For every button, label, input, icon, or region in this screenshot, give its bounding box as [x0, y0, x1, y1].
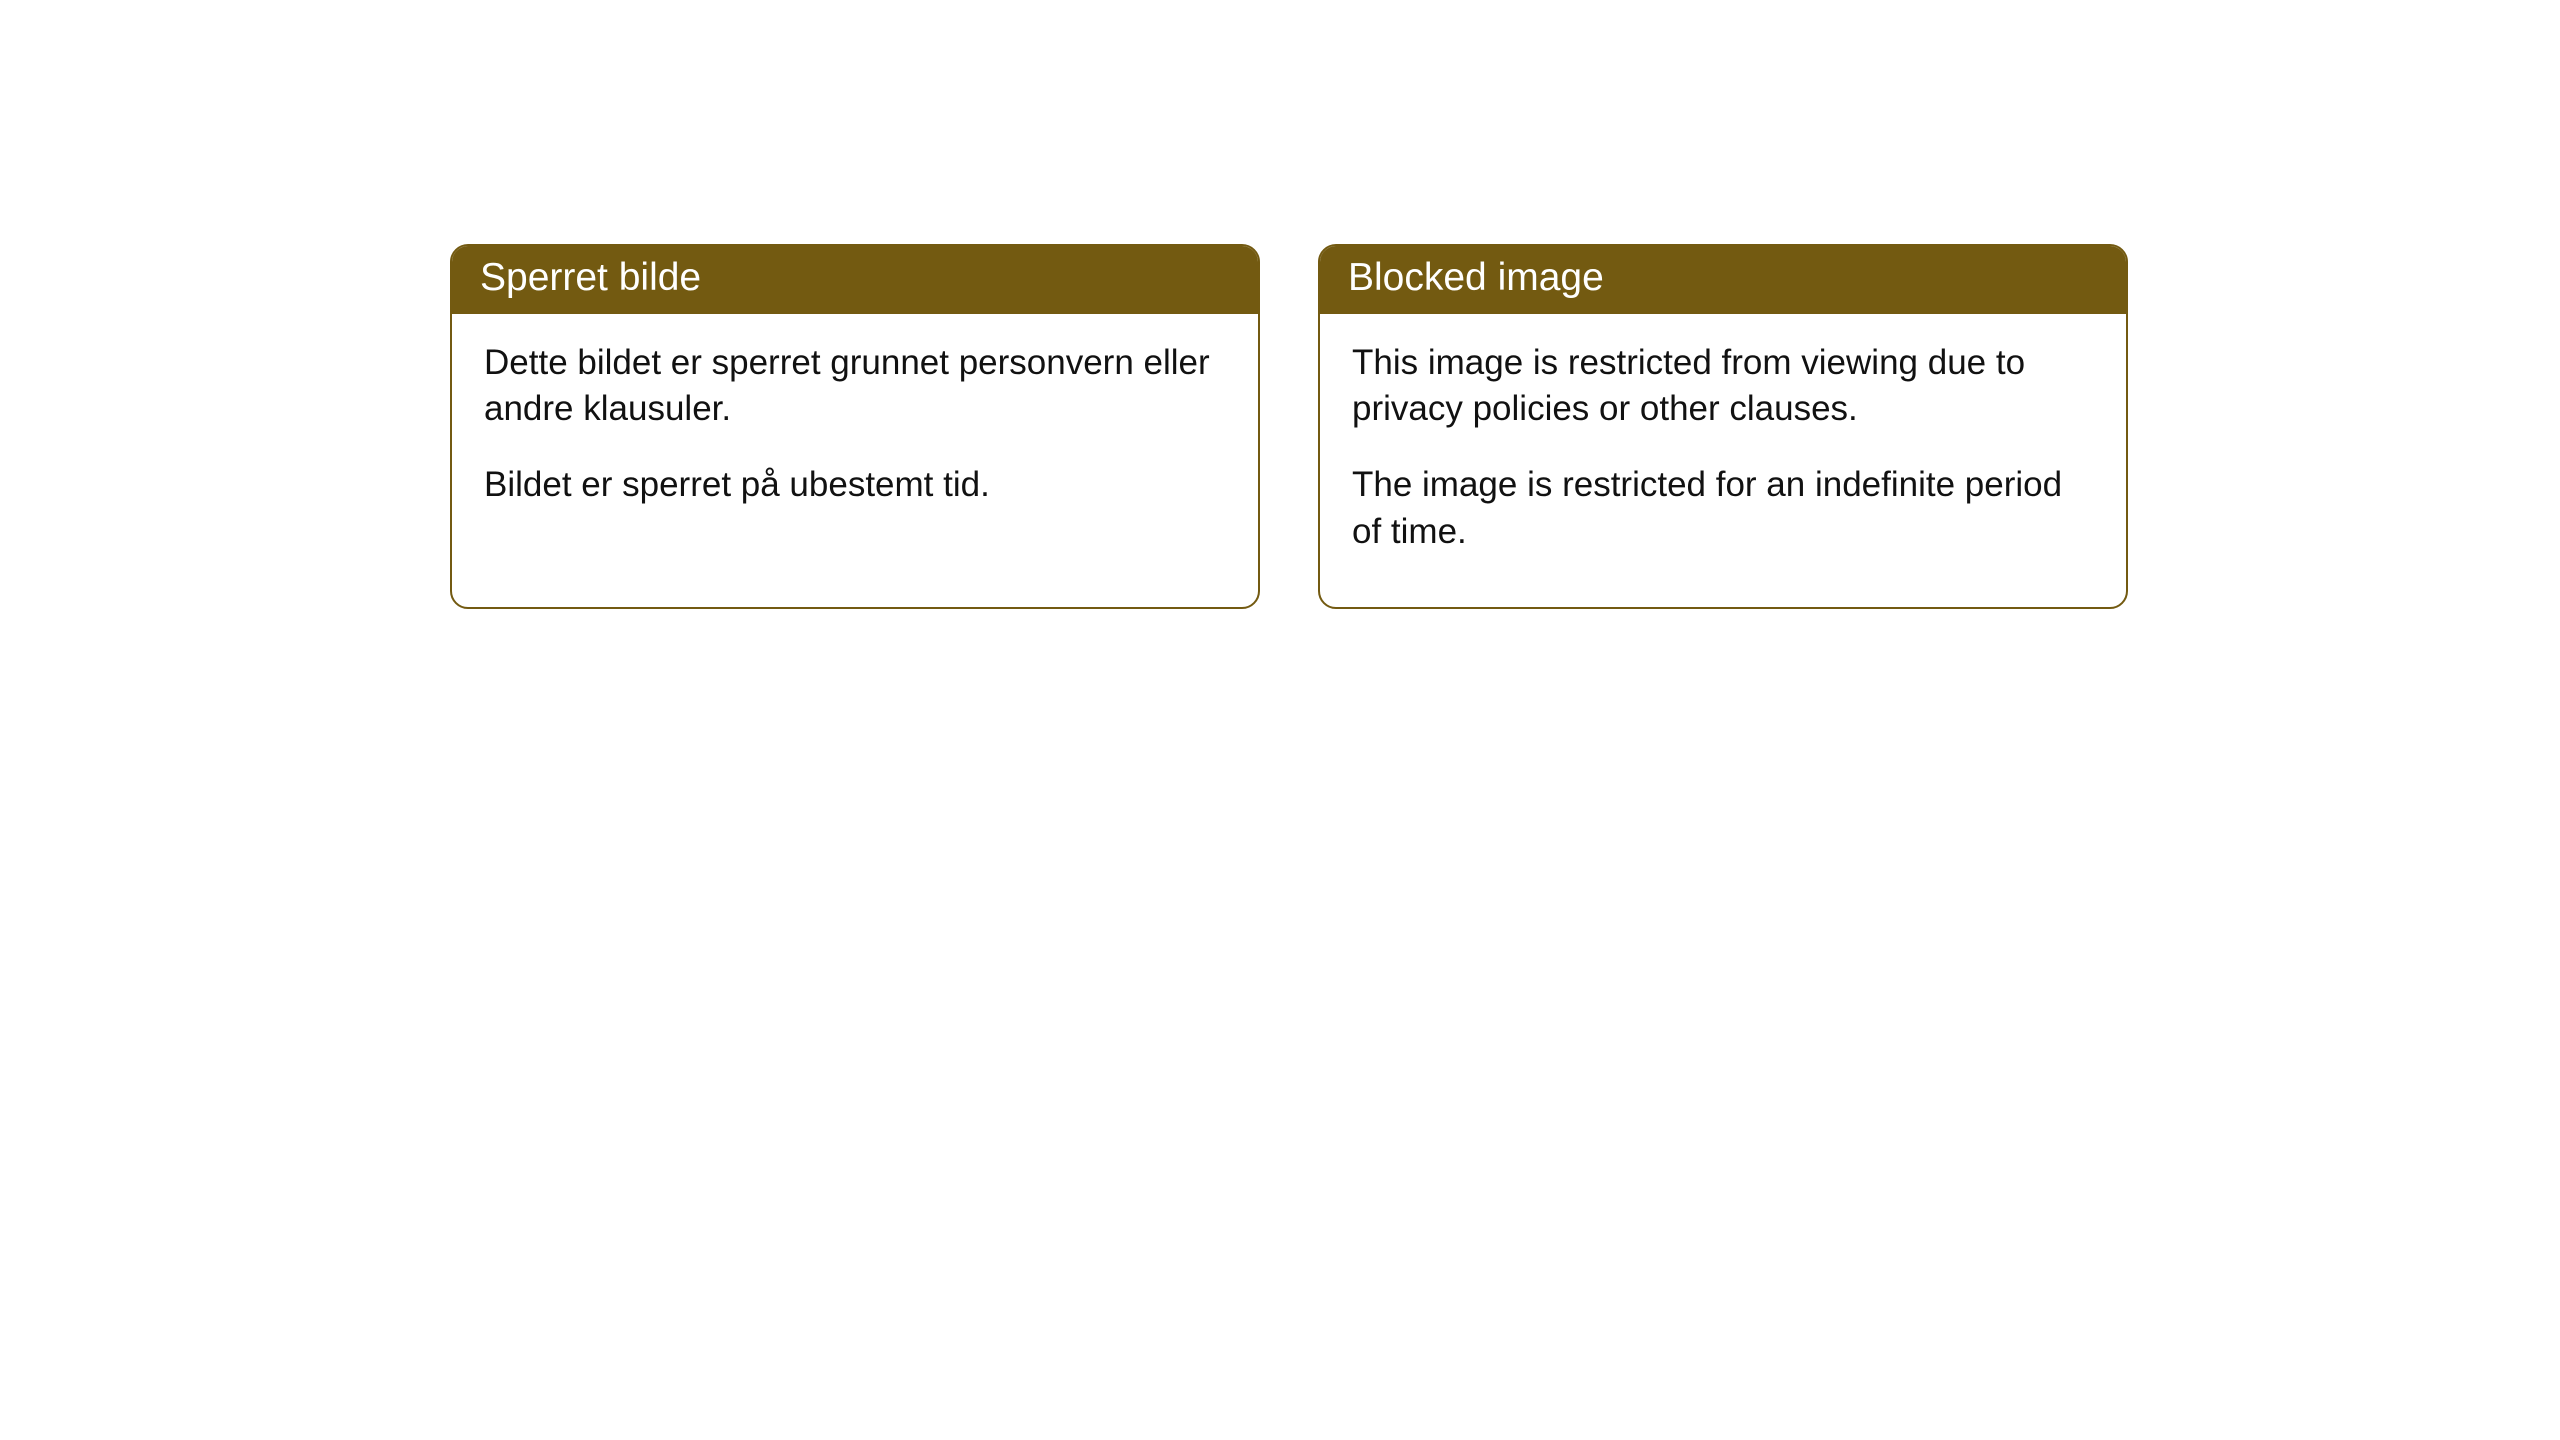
- card-paragraph: The image is restricted for an indefinit…: [1352, 462, 2094, 554]
- card-body-en: This image is restricted from viewing du…: [1320, 314, 2126, 607]
- blocked-image-card-en: Blocked image This image is restricted f…: [1318, 244, 2128, 609]
- card-paragraph: Bildet er sperret på ubestemt tid.: [484, 462, 1226, 508]
- card-header-en: Blocked image: [1320, 246, 2126, 314]
- card-paragraph: This image is restricted from viewing du…: [1352, 340, 2094, 432]
- blocked-image-card-no: Sperret bilde Dette bildet er sperret gr…: [450, 244, 1260, 609]
- card-body-no: Dette bildet er sperret grunnet personve…: [452, 314, 1258, 561]
- cards-container: Sperret bilde Dette bildet er sperret gr…: [450, 244, 2128, 609]
- card-header-no: Sperret bilde: [452, 246, 1258, 314]
- card-paragraph: Dette bildet er sperret grunnet personve…: [484, 340, 1226, 432]
